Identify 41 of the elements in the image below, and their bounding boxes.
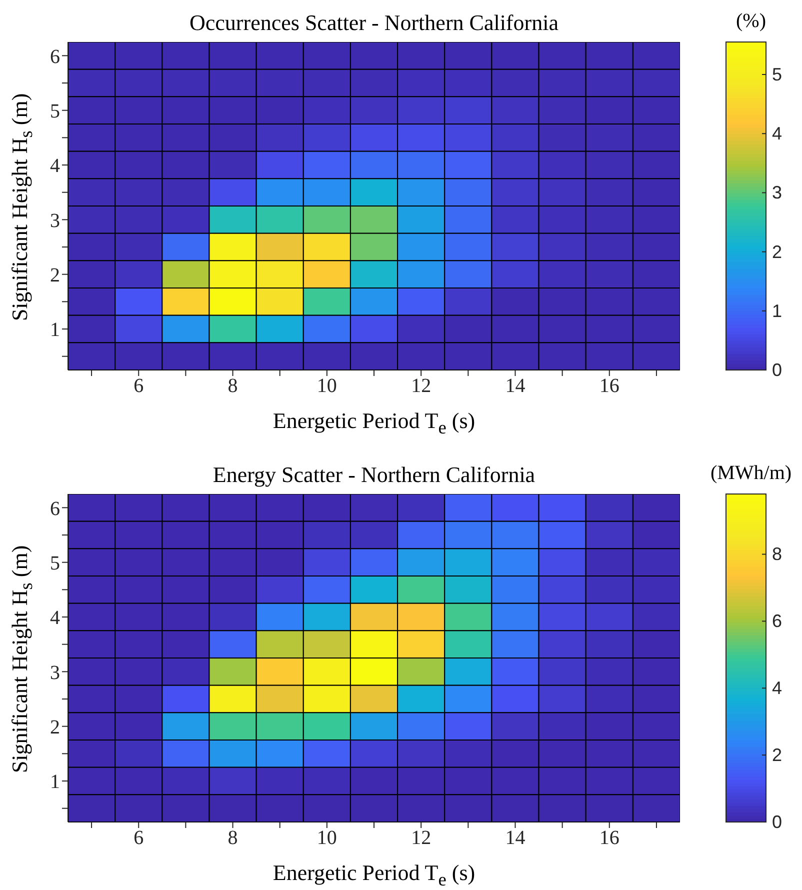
y-tick-label: 2 (50, 716, 60, 738)
y-tick-label: 5 (50, 552, 60, 574)
color-bar-label: 4 (772, 678, 782, 698)
chart-title: Energy Scatter - Northern California (212, 462, 536, 488)
x-tick-label: 16 (599, 827, 620, 850)
y-tick-label: 3 (50, 662, 60, 684)
y-tick-label: 1 (50, 771, 60, 794)
x-tick-label: 10 (316, 827, 337, 850)
x-axis-title: Energetic Period T$_{e}$ (s) (272, 408, 476, 438)
x-tick-label: 16 (599, 375, 620, 398)
color-bar-title: (%) (735, 10, 767, 33)
x-axis-title: Energetic Period T$_{e}$ (s) (272, 860, 476, 890)
color-bar-title: (MWh/m) (709, 462, 793, 485)
x-tick-label: 12 (411, 375, 432, 398)
x-tick-label: 14 (505, 375, 526, 398)
y-tick-label: 4 (50, 155, 60, 178)
x-tick-label: 8 (228, 827, 238, 850)
y-tick-label: 2 (50, 264, 60, 286)
y-tick-label: 6 (50, 498, 60, 520)
color-bar-label: 5 (772, 64, 782, 85)
chart-title: Occurrences Scatter - Northern California (188, 10, 560, 36)
color-bar-label: 8 (772, 544, 782, 564)
x-tick-label: 6 (134, 827, 144, 850)
color-bar-label: 0 (772, 812, 782, 832)
y-tick-label: 1 (50, 319, 60, 342)
y-tick-label: 4 (50, 607, 60, 630)
color-bar-label: 2 (772, 745, 782, 766)
x-tick-label: 8 (228, 375, 238, 398)
y-tick-label: 3 (50, 210, 60, 232)
y-tick-label: 6 (50, 46, 60, 68)
x-tick-label: 14 (505, 827, 526, 850)
x-tick-label: 6 (134, 375, 144, 398)
color-bar-label: 1 (772, 300, 782, 321)
color-bar-label: 6 (772, 611, 782, 632)
color-bar-label: 3 (772, 182, 782, 203)
x-tick-label: 12 (411, 827, 432, 850)
color-bar-label: 0 (772, 360, 782, 380)
y-tick-label: 5 (50, 100, 60, 122)
color-bar-label: 4 (772, 124, 782, 144)
x-tick-label: 10 (316, 375, 337, 398)
color-bar-label: 2 (772, 242, 782, 262)
